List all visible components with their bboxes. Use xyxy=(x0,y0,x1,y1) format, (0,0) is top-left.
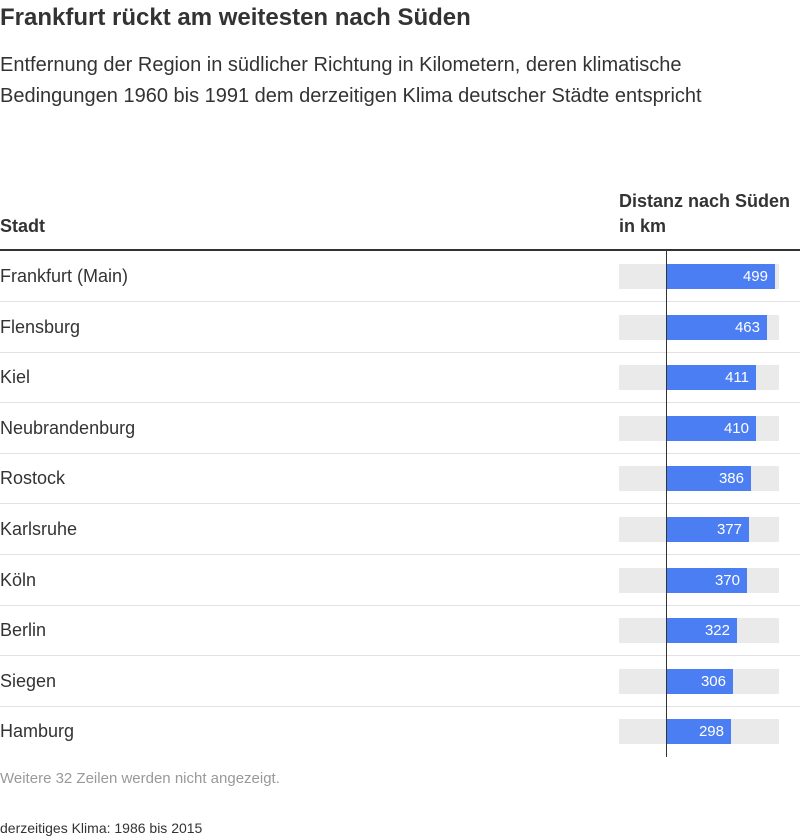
city-label: Kiel xyxy=(0,367,31,388)
table-row: Berlin 322 xyxy=(0,605,800,657)
row-separator xyxy=(0,604,800,606)
bar-value-label: 298 xyxy=(698,723,724,741)
city-label: Karlsruhe xyxy=(0,519,78,539)
city-label: Siegen xyxy=(0,670,57,691)
table-row: Siegen 306 xyxy=(0,656,800,707)
city-label: Frankfurt (Main) xyxy=(0,266,129,286)
table-row: Frankfurt (Main) 499 xyxy=(0,251,800,302)
city-label: Berlin xyxy=(0,620,47,641)
table-row: Hamburg 298 xyxy=(0,706,800,757)
bar-value-label: 377 xyxy=(716,521,742,538)
table-row: Kiel 411 xyxy=(0,352,800,404)
hidden-rows-note: Weitere 32 Zeilen werden nicht angezeigt… xyxy=(0,770,280,787)
chart-title: Frankfurt rückt am weitesten nach Süden xyxy=(0,4,471,31)
bar-value-label: 411 xyxy=(725,369,749,387)
bar xyxy=(666,415,756,441)
footnote: derzeitiges Klima: 1986 bis 2015 xyxy=(0,820,203,836)
row-separator xyxy=(0,655,800,657)
city-label: Flensburg xyxy=(0,316,81,337)
bar xyxy=(666,264,775,289)
bar xyxy=(666,517,749,542)
bar-value-label: 410 xyxy=(723,419,749,437)
bar xyxy=(666,668,733,694)
row-separator xyxy=(0,705,800,707)
city-label: Köln xyxy=(0,569,37,590)
row-separator xyxy=(0,402,800,404)
table-row: Flensburg 463 xyxy=(0,302,800,353)
row-separator xyxy=(0,351,800,353)
bar xyxy=(666,466,751,492)
city-label: Rostock xyxy=(0,468,66,489)
chart-subtitle: Entfernung der Region in südlicher Richt… xyxy=(0,54,702,107)
row-separator xyxy=(0,301,800,302)
bar xyxy=(666,567,747,593)
bar xyxy=(666,314,767,340)
bar-value-label: 322 xyxy=(704,622,730,640)
bar xyxy=(666,365,756,391)
table-row: Karlsruhe 377 xyxy=(0,504,800,555)
zero-axis-line xyxy=(666,251,667,757)
table-row: Neubrandenburg 410 xyxy=(0,403,800,454)
table-row: Köln 370 xyxy=(0,555,800,606)
city-label: Hamburg xyxy=(0,721,75,742)
row-separator xyxy=(0,554,800,555)
bar-value-label: 499 xyxy=(742,268,768,285)
row-separator xyxy=(0,452,800,454)
header-rule xyxy=(0,249,800,251)
bar-value-label: 386 xyxy=(718,470,744,488)
column-header-city: Stadt xyxy=(0,216,45,236)
city-label: Neubrandenburg xyxy=(0,417,136,438)
table-row: Rostock 386 xyxy=(0,453,800,505)
bar-value-label: 370 xyxy=(714,571,740,589)
row-separator xyxy=(0,503,800,505)
bar-value-label: 306 xyxy=(700,672,726,690)
bar xyxy=(666,719,731,745)
bar-value-label: 463 xyxy=(734,318,760,336)
column-header-distance: Distanz nach Süden in km xyxy=(619,191,791,236)
bar xyxy=(666,618,737,644)
